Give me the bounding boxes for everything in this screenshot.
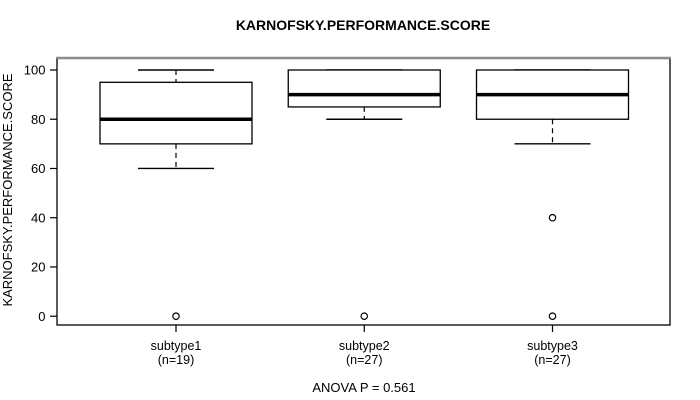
iqr-box bbox=[99, 81, 253, 145]
y-axis: 0 20 40 60 80 100 bbox=[24, 63, 57, 324]
y-axis-label: KARNOFSKY.PERFORMANCE.SCORE bbox=[0, 73, 15, 306]
group-n-label: (n=27) bbox=[534, 353, 570, 367]
outlier-point bbox=[548, 312, 557, 321]
outlier-point bbox=[548, 213, 557, 222]
box-series bbox=[99, 69, 630, 321]
group-n-label: (n=19) bbox=[158, 353, 194, 367]
y-tick-label: 60 bbox=[31, 161, 45, 176]
y-tick-label: 40 bbox=[31, 210, 45, 225]
outlier-point bbox=[172, 312, 180, 321]
group-label: subtype2 bbox=[339, 339, 390, 353]
x-axis: subtype1(n=19)subtype2(n=27)subtype3(n=2… bbox=[151, 325, 578, 367]
chart-title: KARNOFSKY.PERFORMANCE.SCORE bbox=[236, 17, 490, 33]
iqr-box bbox=[287, 69, 441, 108]
y-tick-label: 100 bbox=[24, 63, 46, 78]
plot-frame bbox=[56, 56, 671, 326]
group-n-label: (n=27) bbox=[346, 353, 382, 367]
group-label: subtype3 bbox=[527, 339, 578, 353]
y-tick-label: 80 bbox=[31, 112, 45, 127]
y-tick-label: 0 bbox=[38, 309, 45, 324]
group-label: subtype1 bbox=[151, 339, 202, 353]
y-tick-label: 20 bbox=[31, 260, 45, 275]
outlier-point bbox=[360, 312, 369, 321]
anova-caption: ANOVA P = 0.561 bbox=[312, 380, 415, 395]
